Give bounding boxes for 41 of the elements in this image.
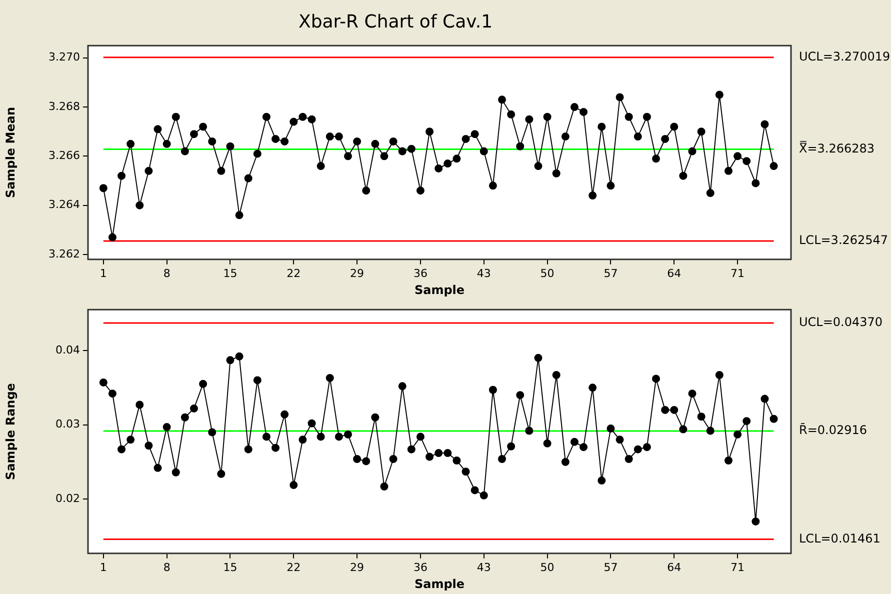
x-tick-label: 43	[476, 266, 491, 280]
x-tick-label: 8	[163, 266, 170, 280]
x-tick-label: 8	[163, 560, 170, 574]
x-tick-label: 1	[100, 266, 107, 280]
y-tick-label: 0.03	[56, 418, 80, 431]
y-tick-label: 0.02	[56, 492, 80, 505]
x-tick-label: 43	[476, 560, 491, 574]
x-tick-label: 22	[286, 266, 301, 280]
y-tick-label: 3.266	[48, 149, 80, 162]
x-tick-label: 1	[100, 560, 107, 574]
x-tick-label: 22	[286, 560, 301, 574]
x-tick-label: 50	[540, 560, 554, 574]
y-tick-label: 3.262	[48, 247, 80, 260]
x-tick-label: 29	[350, 266, 364, 280]
ref-line-label: LCL=0.01461	[799, 531, 880, 546]
y-tick-label: 3.270	[48, 50, 80, 64]
x-tick-label: 64	[667, 266, 682, 280]
y-axis-title: Sample Range	[3, 383, 18, 480]
ref-line-label: R̄=0.02916	[799, 422, 868, 438]
y-tick-label: 3.268	[48, 100, 80, 113]
x-tick-label: 15	[223, 266, 238, 280]
x-tick-label: 64	[667, 560, 682, 574]
x-tick-label: 71	[730, 266, 745, 280]
y-tick-label: 3.264	[48, 198, 80, 212]
x-tick-label: 57	[604, 266, 618, 280]
x-tick-label: 36	[413, 266, 428, 280]
x-axis-title: Sample	[414, 576, 465, 591]
x-tick-label: 50	[540, 266, 554, 280]
y-axis-title: Sample Mean	[3, 107, 18, 198]
x-tick-label: 36	[413, 560, 428, 574]
ref-line-label: UCL=0.04370	[799, 315, 883, 330]
y-tick-label: 0.04	[56, 343, 80, 356]
ref-line-label: LCL=3.262547	[799, 233, 888, 248]
ref-line-label: X̿=3.266283	[799, 140, 875, 156]
chart-title: Xbar-R Chart of Cav.1	[298, 11, 493, 32]
x-axis-title: Sample	[414, 282, 465, 297]
x-tick-label: 15	[223, 560, 238, 574]
x-tick-label: 71	[730, 560, 745, 574]
ref-line-label: UCL=3.270019	[799, 50, 890, 64]
x-tick-label: 29	[350, 560, 364, 574]
x-tick-label: 57	[604, 560, 618, 574]
